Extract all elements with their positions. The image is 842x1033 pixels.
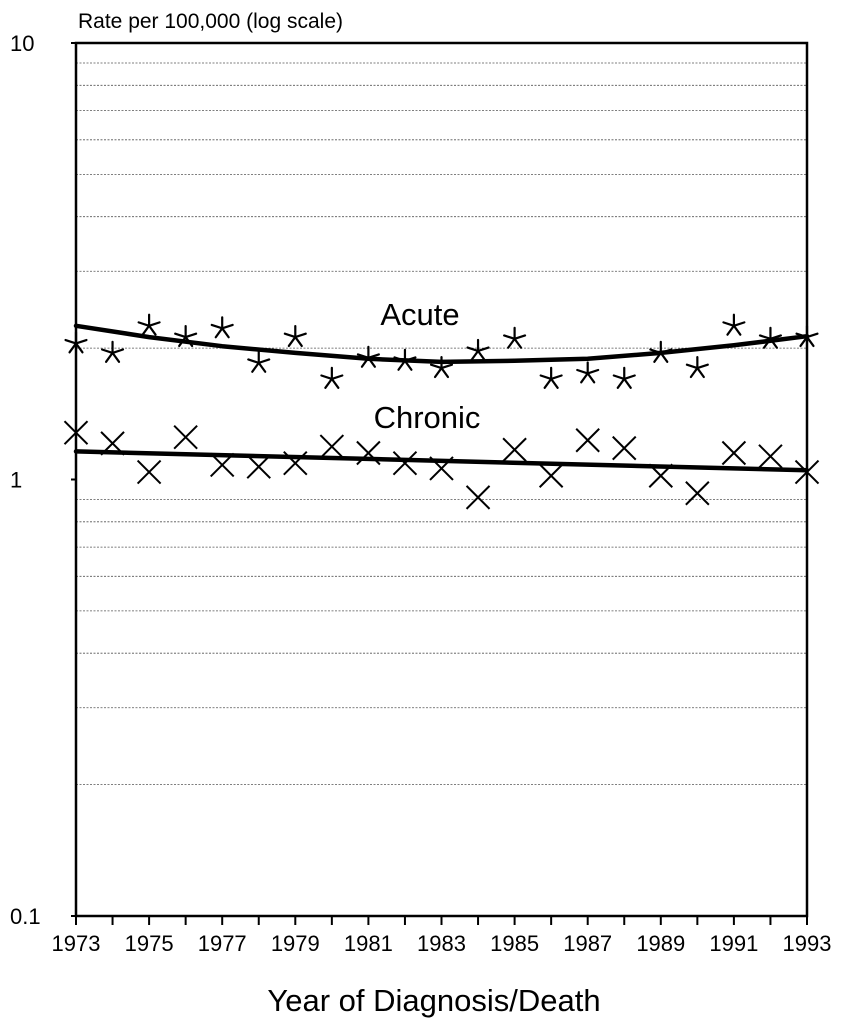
acute-data-point	[612, 366, 636, 389]
chronic-data-point	[356, 440, 381, 466]
x-tick-label: 1989	[636, 931, 685, 956]
y-tick-label: 10	[10, 31, 34, 56]
acute-data-point	[137, 313, 161, 336]
acute-data-point	[503, 326, 527, 349]
chronic-series-label: Chronic	[374, 400, 481, 435]
acute-data-point	[283, 324, 307, 348]
chronic-data-point	[392, 450, 418, 476]
chronic-data-point	[575, 428, 600, 453]
chronic-data-point	[538, 463, 564, 488]
acute-data-point	[576, 361, 600, 384]
acute-data-point	[247, 350, 271, 373]
chronic-data-point	[283, 450, 308, 476]
x-tick-label: 1983	[417, 931, 466, 956]
chronic-data-point	[465, 485, 491, 510]
y-tick-label: 0.1	[10, 904, 41, 929]
chronic-data-point	[648, 463, 674, 488]
chronic-data-point	[100, 431, 125, 456]
chronic-data-point	[429, 456, 454, 481]
acute-data-point	[758, 326, 783, 349]
chronic-data-point	[721, 440, 747, 466]
x-tick-label: 1981	[344, 931, 393, 956]
acute-data-point	[174, 324, 198, 348]
trend-lines	[73, 323, 810, 473]
x-tick-label: 1975	[125, 931, 174, 956]
acute-data-point	[320, 366, 344, 389]
acute-data-point	[429, 355, 454, 379]
acute-data-point	[649, 340, 673, 363]
acute-series-label: Acute	[380, 297, 459, 332]
chronic-data-point	[612, 435, 637, 461]
chronic-trend-line	[73, 449, 810, 473]
acute-data-point	[685, 355, 709, 379]
x-axis-title: Year of Diagnosis/Death	[267, 983, 600, 1018]
chronic-data-point	[246, 454, 271, 479]
acute-data-point	[100, 340, 125, 363]
x-tick-label: 1979	[271, 931, 320, 956]
y-axis-title: Rate per 100,000 (log scale)	[78, 10, 343, 33]
acute-data-point	[210, 316, 234, 339]
x-tick-label: 1991	[709, 931, 758, 956]
x-tick-label: 1985	[490, 931, 539, 956]
acute-data-point	[466, 338, 490, 361]
acute-data-point	[356, 345, 380, 368]
chronic-data-point	[685, 481, 710, 506]
acute-data-point	[393, 348, 417, 371]
acute-data-point	[722, 313, 746, 336]
chronic-data-point	[502, 437, 527, 462]
chronic-data-point	[209, 452, 235, 478]
x-tick-label: 1993	[783, 931, 832, 956]
y-tick-label: 1	[10, 468, 22, 493]
x-tick-label: 1973	[52, 931, 101, 956]
series-labels: Acute Chronic	[374, 297, 481, 435]
chronic-data-point	[136, 459, 162, 485]
x-ticks: 1973 1975 1977 1979 1981 1983 1985 1987 1989 1991…	[52, 916, 832, 956]
y-ticks: 10 1 0.1	[10, 31, 76, 929]
chronic-data-point	[758, 444, 783, 469]
x-tick-label: 1977	[198, 931, 247, 956]
acute-data-point	[539, 366, 563, 389]
gridlines	[76, 62, 807, 786]
chronic-data-point	[319, 434, 345, 459]
x-tick-label: 1987	[563, 931, 612, 956]
plot-frame	[74, 41, 809, 918]
chronic-data-point	[173, 424, 198, 450]
